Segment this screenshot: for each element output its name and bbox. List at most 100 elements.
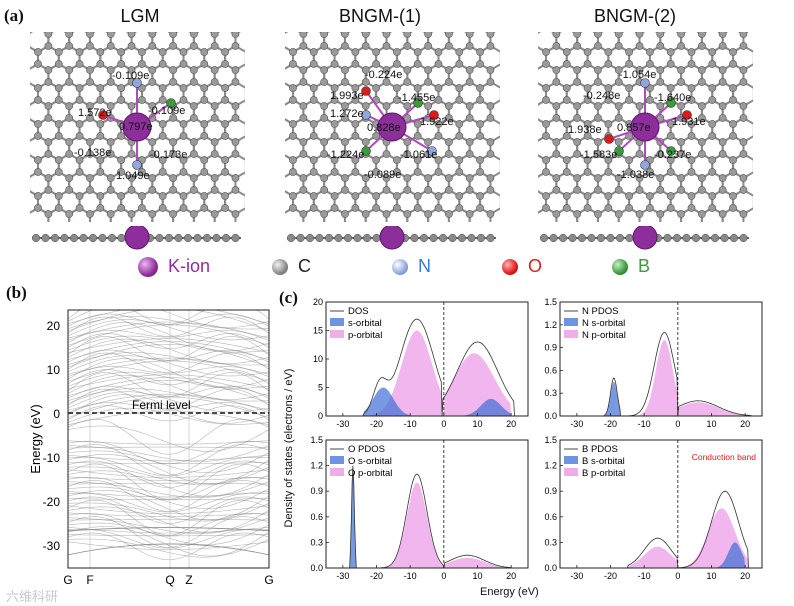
band-line xyxy=(67,355,270,377)
band-line xyxy=(67,543,270,556)
carbon-atom xyxy=(210,114,219,122)
band-line xyxy=(67,425,270,452)
band-line xyxy=(67,391,270,413)
carbon-atom xyxy=(729,60,737,68)
legend-swatch-p xyxy=(330,330,344,338)
carbon-atom xyxy=(720,233,729,243)
carbon-atom xyxy=(455,156,464,164)
band-line xyxy=(67,418,270,455)
carbon-atom xyxy=(708,48,717,56)
carbon-atom xyxy=(434,204,443,212)
carbon-atom xyxy=(210,66,219,74)
carbon-atom xyxy=(573,114,582,122)
carbon-atom xyxy=(31,233,41,243)
carbon-atom xyxy=(677,138,685,146)
s-orbital-area xyxy=(560,542,762,568)
y-tick: -20 xyxy=(43,495,61,509)
carbon-atom xyxy=(635,210,644,218)
carbon-atom xyxy=(341,150,349,158)
carbon-atom xyxy=(341,32,349,38)
carbon-atom xyxy=(444,138,453,146)
y-tick-label: 1.2 xyxy=(310,461,323,471)
carbon-atom xyxy=(455,192,464,200)
carbon-atom xyxy=(614,78,623,86)
carbon-atom xyxy=(403,138,412,146)
carbon-atom xyxy=(424,186,432,194)
carbon-atom xyxy=(697,186,706,194)
carbon-atom xyxy=(739,150,748,158)
carbon-atom xyxy=(75,48,84,56)
carbon-atom xyxy=(44,186,53,194)
carbon-atom xyxy=(289,192,297,200)
carbon-atom xyxy=(697,66,706,74)
carbon-atom xyxy=(127,150,136,158)
carbon-atom xyxy=(86,174,94,182)
legend-label: O s-orbital xyxy=(348,456,392,467)
carbon-atom xyxy=(309,204,318,212)
carbon-atom xyxy=(552,174,561,182)
band-line xyxy=(67,522,270,545)
x-tick-label: -20 xyxy=(370,571,383,581)
carbon-atom xyxy=(330,96,339,104)
carbon-atom xyxy=(604,204,613,212)
carbon-atom xyxy=(467,233,476,243)
charge-label: 1.572e xyxy=(78,107,112,119)
s-orbital-area xyxy=(326,387,528,416)
panel-c-label: (c) xyxy=(279,288,298,307)
carbon-atom xyxy=(158,168,167,176)
y-tick: 20 xyxy=(47,319,61,333)
carbon-atom xyxy=(351,156,360,164)
charge-label: -0.173e xyxy=(150,149,188,161)
carbon-atom xyxy=(583,204,592,212)
carbon-atom xyxy=(189,150,198,158)
band-line xyxy=(67,440,270,445)
carbon-atom xyxy=(193,233,202,243)
carbon-atom xyxy=(739,186,748,194)
hex-lattice xyxy=(538,32,753,222)
carbon-atom xyxy=(372,48,381,56)
legend-label: O PDOS xyxy=(348,444,385,455)
charge-label: -0.109e xyxy=(148,105,186,117)
carbon-atom xyxy=(75,204,84,212)
x-tick-label: -10 xyxy=(404,419,417,429)
carbon-atom xyxy=(583,48,592,56)
carbon-atom xyxy=(625,60,634,68)
kpoint-labels: G F Q Z G xyxy=(63,573,273,587)
band-line xyxy=(67,388,270,409)
band-line xyxy=(67,466,270,486)
carbon-atom xyxy=(718,78,727,86)
band-line xyxy=(67,490,270,521)
carbon-atom xyxy=(486,186,495,194)
dopant-atom xyxy=(413,98,423,108)
carbon-atom xyxy=(169,150,177,158)
carbon-atom xyxy=(687,48,696,56)
carbon-atom xyxy=(646,168,654,176)
carbon-atom xyxy=(403,210,412,218)
carbon-atom xyxy=(330,168,339,176)
carbon-atom xyxy=(708,120,717,128)
carbon-atom xyxy=(148,32,157,38)
carbon-atom xyxy=(330,156,339,164)
carbon-atom xyxy=(341,186,349,194)
band-line xyxy=(67,517,270,534)
dopant-atom xyxy=(98,110,108,120)
carbon-atom xyxy=(729,168,737,176)
carbon-atom xyxy=(434,192,443,200)
carbon-atom xyxy=(127,66,136,74)
carbon-atom xyxy=(542,48,550,56)
carbon-atom xyxy=(542,156,550,164)
carbon-atom xyxy=(320,78,329,86)
carbon-atom xyxy=(127,174,136,182)
carbon-atom xyxy=(231,210,240,218)
carbon-atom xyxy=(539,233,549,243)
carbon-atom xyxy=(334,233,343,243)
carbon-atom xyxy=(562,168,571,176)
band-y-ticks: 20 10 0 -10 -20 -30 xyxy=(43,319,61,553)
carbon-atom xyxy=(54,168,63,176)
carbon-atom xyxy=(86,114,94,122)
carbon-atom xyxy=(635,32,644,38)
legend-swatch-s xyxy=(330,456,344,464)
carbon-atom xyxy=(299,174,308,182)
carbon-atom xyxy=(424,102,432,110)
carbon-atom xyxy=(96,84,105,92)
